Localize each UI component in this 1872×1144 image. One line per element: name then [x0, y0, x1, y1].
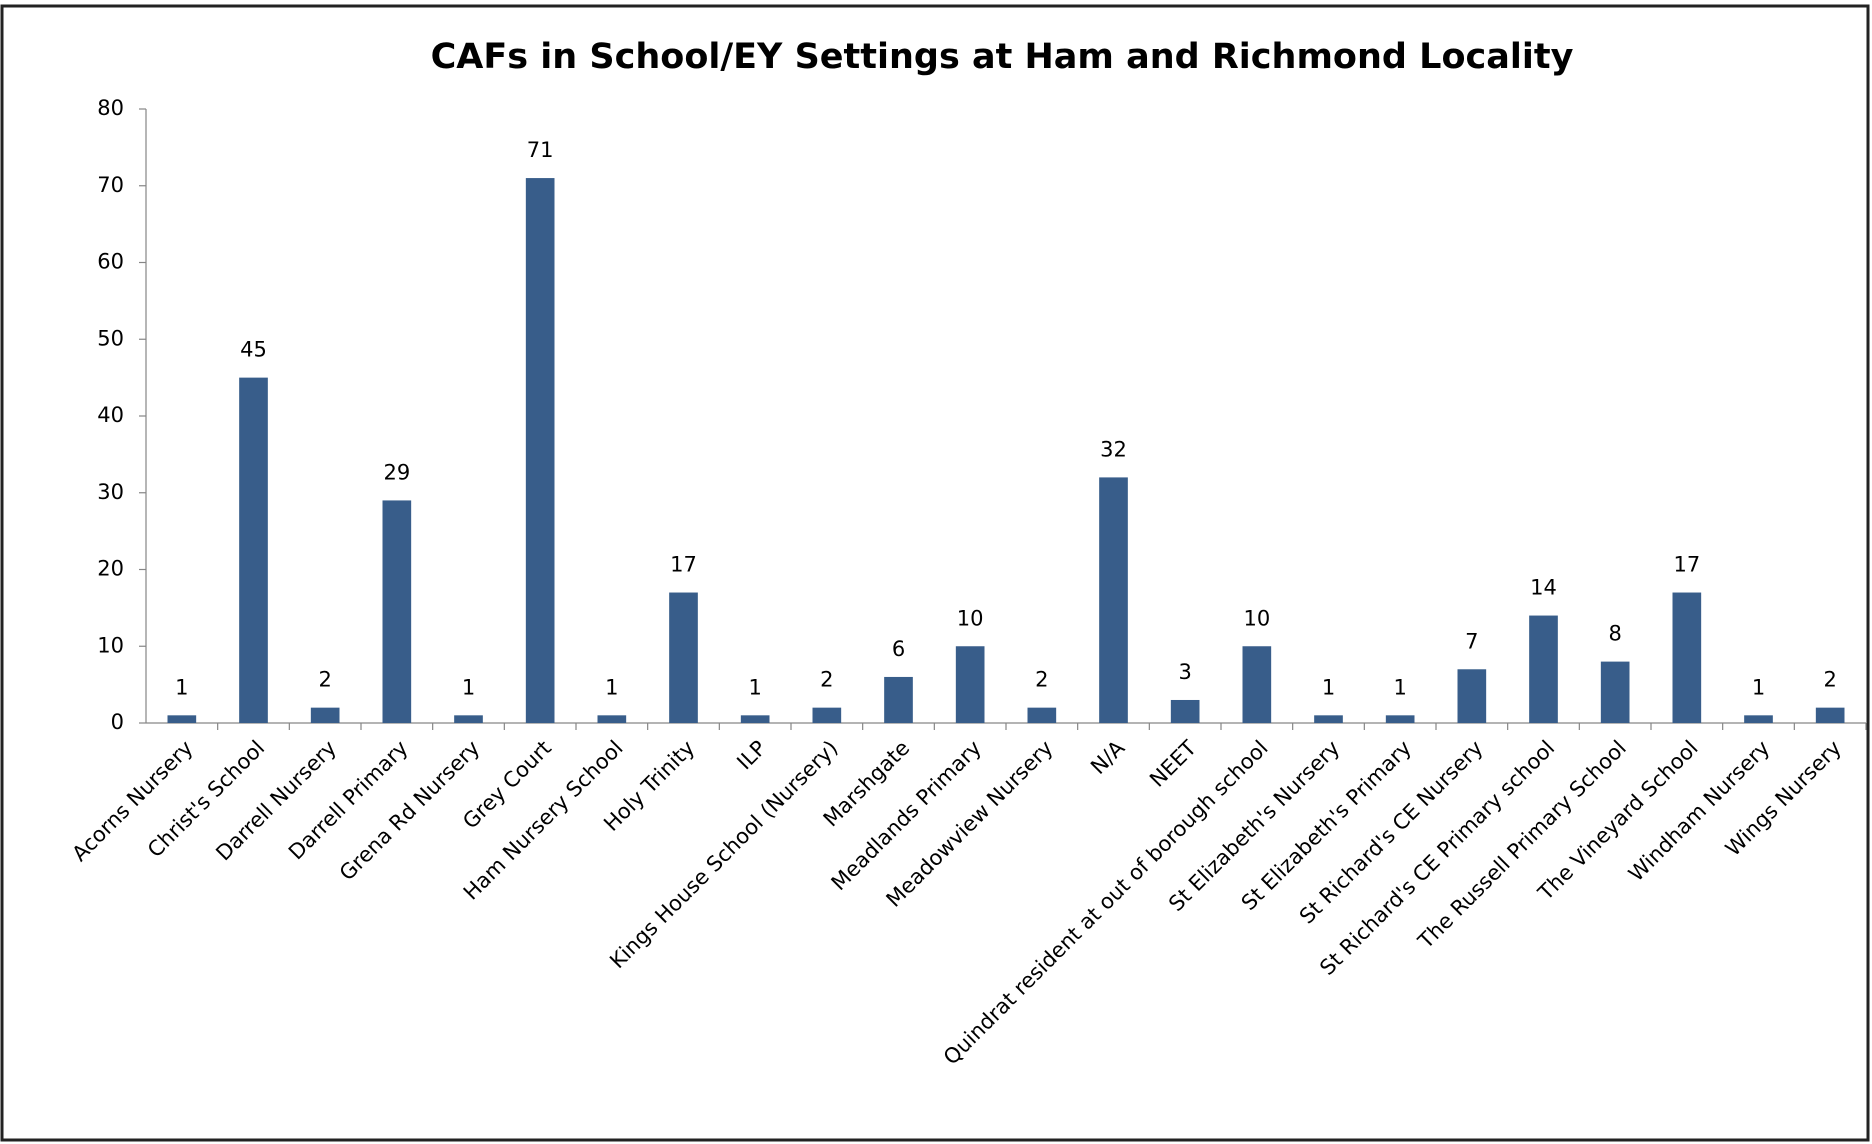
data-label: 6 [892, 637, 905, 661]
bar [525, 178, 555, 723]
y-tick-label: 70 [97, 173, 124, 197]
data-label: 10 [1243, 606, 1270, 630]
data-label: 2 [1035, 668, 1048, 692]
data-label: 1 [1752, 675, 1765, 699]
data-label: 1 [1393, 675, 1406, 699]
bar [1099, 477, 1128, 723]
y-tick-label: 10 [97, 633, 124, 657]
data-label: 29 [383, 460, 410, 484]
chart-frame [0, 4, 1870, 1142]
data-label: 14 [1530, 576, 1557, 600]
data-label: 2 [820, 668, 833, 692]
bar [1815, 707, 1845, 723]
bar [310, 707, 340, 723]
data-label: 10 [957, 606, 984, 630]
data-label: 32 [1100, 437, 1127, 461]
bar [1744, 715, 1773, 723]
bar [955, 646, 985, 723]
data-label: 8 [1608, 622, 1621, 646]
data-label: 2 [318, 668, 331, 692]
bar [1457, 669, 1487, 723]
bar [1385, 715, 1415, 723]
bar [884, 676, 913, 723]
bar [1242, 646, 1272, 723]
y-tick-label: 0 [111, 710, 124, 734]
bar [597, 715, 627, 723]
data-label: 2 [1823, 668, 1836, 692]
data-label: 71 [527, 138, 554, 162]
data-label: 17 [670, 553, 697, 577]
bar [1529, 615, 1558, 723]
data-label: 1 [1322, 675, 1335, 699]
bar [669, 592, 698, 723]
data-label: 1 [605, 675, 618, 699]
bar [1600, 661, 1630, 723]
bar [1170, 699, 1200, 723]
chart-title: CAFs in School/EY Settings at Ham and Ri… [431, 37, 1574, 77]
y-tick-label: 40 [97, 403, 124, 427]
y-tick-label: 30 [97, 480, 124, 504]
bar [1027, 707, 1057, 723]
data-label: 1 [462, 675, 475, 699]
y-tick-label: 50 [97, 326, 124, 350]
bar [740, 715, 770, 723]
y-tick-label: 20 [97, 557, 124, 581]
y-tick-label: 60 [97, 250, 124, 274]
y-tick-label: 80 [97, 96, 124, 120]
data-label: 1 [175, 675, 188, 699]
bar [1314, 715, 1343, 723]
bar [454, 715, 483, 723]
data-label: 1 [748, 675, 761, 699]
bar [382, 500, 412, 723]
bar [812, 707, 842, 723]
bar [239, 377, 268, 723]
data-label: 3 [1178, 660, 1191, 684]
bar [167, 715, 197, 723]
bar [1672, 592, 1702, 723]
data-label: 7 [1465, 629, 1478, 653]
data-label: 45 [240, 338, 267, 362]
data-label: 17 [1673, 553, 1700, 577]
